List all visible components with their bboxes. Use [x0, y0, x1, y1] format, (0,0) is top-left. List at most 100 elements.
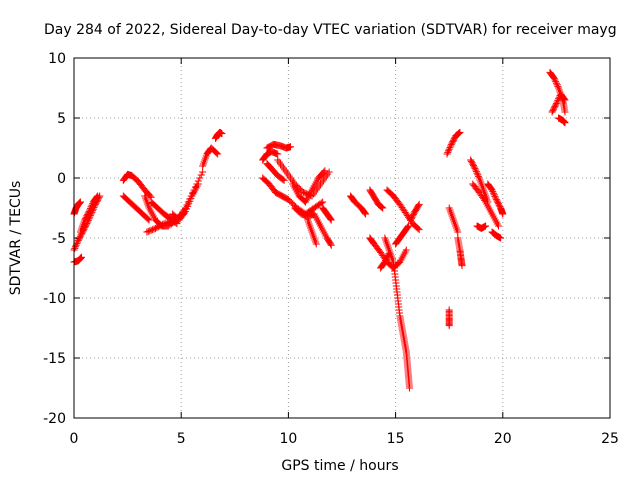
data-point: [472, 168, 480, 176]
data-point: [454, 130, 462, 138]
x-tick-label: 15: [387, 431, 405, 447]
data-point: [445, 322, 453, 330]
data-point: [154, 223, 162, 231]
data-point: [550, 74, 558, 82]
data-point: [404, 223, 412, 231]
data-point: [86, 206, 94, 214]
x-tick-label: 0: [70, 431, 79, 447]
data-point: [156, 222, 164, 230]
data-point: [404, 222, 412, 230]
x-tick-label: 10: [279, 431, 297, 447]
data-point: [71, 243, 79, 251]
data-point: [150, 225, 158, 233]
data-point: [561, 119, 569, 127]
data-point: [475, 172, 483, 180]
y-axis-label: SDTVAR / TECUs: [8, 181, 24, 296]
data-point: [491, 192, 499, 200]
data-point: [552, 101, 560, 109]
data-point: [77, 254, 85, 262]
data-point: [321, 167, 329, 175]
data-point: [456, 128, 464, 136]
data-point: [377, 203, 385, 211]
data-point: [84, 209, 92, 217]
data-point: [443, 150, 451, 158]
data-point: [415, 226, 423, 234]
data-point: [153, 224, 161, 232]
data-point: [169, 217, 177, 225]
data-point: [384, 251, 392, 259]
data-point: [287, 143, 295, 151]
data-point: [160, 220, 168, 228]
data-point: [454, 228, 462, 236]
data-point: [554, 96, 562, 104]
data-point: [446, 144, 454, 152]
data-point: [473, 169, 481, 177]
data-point: [445, 145, 453, 153]
data-point: [495, 222, 503, 230]
data-point: [197, 171, 205, 179]
plot-frame: [73, 57, 611, 419]
data-point: [85, 208, 93, 216]
data-point: [379, 204, 387, 212]
data-point: [444, 147, 452, 155]
data-point: [87, 203, 95, 211]
x-tick-label: 25: [601, 431, 619, 447]
y-tick-label: 10: [48, 51, 66, 67]
x-axis-label: GPS time / hours: [281, 458, 398, 474]
data-point: [489, 188, 497, 196]
data-point: [147, 226, 155, 234]
data-point: [76, 198, 84, 206]
data-point: [180, 209, 188, 217]
data-point: [279, 176, 287, 184]
y-tick-label: -20: [43, 411, 66, 427]
data-point: [492, 194, 500, 202]
data-point: [199, 168, 207, 176]
data-point: [552, 78, 560, 86]
data-point: [144, 227, 152, 235]
data-point: [196, 174, 204, 182]
data-point: [213, 149, 221, 157]
data-point: [88, 201, 96, 209]
data-point: [194, 180, 202, 188]
data-point: [406, 384, 414, 392]
data-point: [162, 219, 170, 227]
data-point: [458, 262, 466, 270]
data-point: [471, 164, 479, 172]
y-tick-label: 5: [57, 111, 66, 127]
data-point: [327, 215, 335, 223]
y-tick-label: -15: [43, 351, 66, 367]
data-point: [447, 142, 455, 150]
data-point: [218, 130, 226, 138]
data-point: [560, 95, 568, 103]
data-point: [444, 148, 452, 156]
data-point: [319, 198, 327, 206]
data-point: [214, 150, 222, 158]
data-point: [280, 176, 288, 184]
data-point: [553, 98, 561, 106]
data-point: [76, 254, 84, 262]
data-point: [378, 203, 386, 211]
data-point: [86, 204, 94, 212]
x-tick-label: 20: [494, 431, 512, 447]
data-point: [299, 188, 307, 196]
data-point: [554, 82, 562, 90]
data-point: [145, 216, 153, 224]
data-point: [490, 191, 498, 199]
data-point: [481, 196, 489, 204]
data-point: [561, 96, 569, 104]
data-point: [414, 202, 422, 210]
data-point: [143, 228, 151, 236]
data-point: [146, 227, 154, 235]
data-point: [402, 246, 410, 254]
grid: [74, 58, 610, 418]
data-point: [312, 240, 320, 248]
data-point: [317, 199, 325, 207]
data-point: [561, 108, 569, 116]
data-point: [94, 192, 102, 200]
data-point: [327, 240, 335, 248]
data-point: [274, 150, 282, 158]
data-point: [78, 253, 86, 261]
data-point: [151, 224, 159, 232]
data-point: [414, 225, 422, 233]
